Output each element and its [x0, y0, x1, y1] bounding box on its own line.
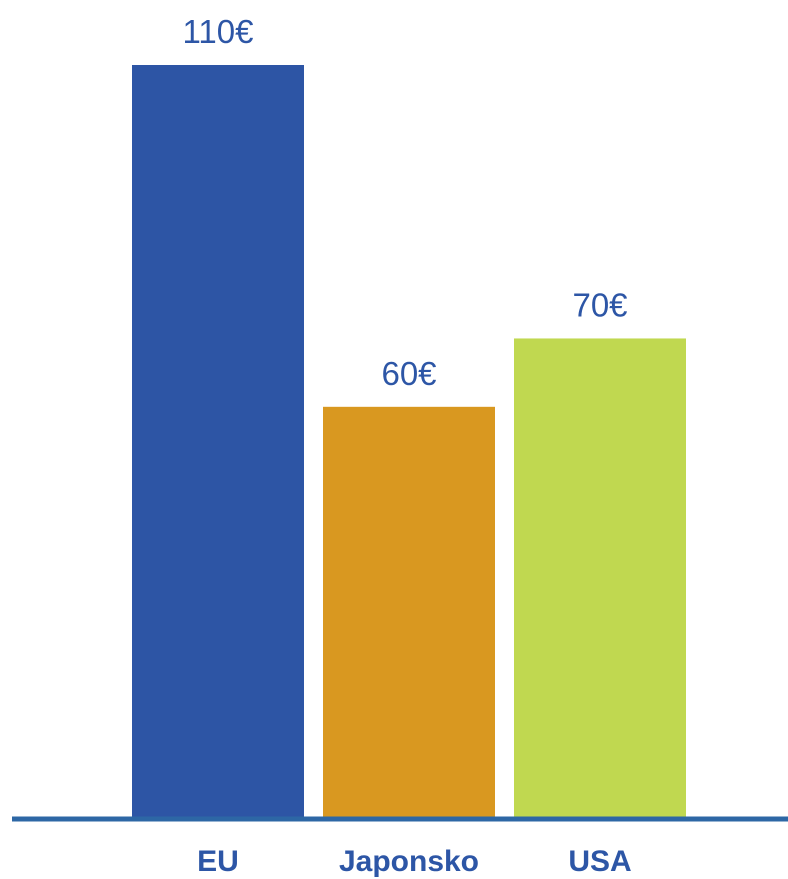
value-label-japonsko: 60€ — [381, 355, 436, 392]
category-labels-layer: EU Japonsko USA — [197, 845, 632, 878]
value-labels-layer: 110€ 60€ 70€ — [183, 13, 628, 392]
value-label-eu: 110€ — [183, 13, 254, 50]
category-label-eu: EU — [197, 845, 239, 878]
bar-eu — [132, 65, 304, 817]
bar-usa — [514, 338, 686, 817]
bars-layer — [132, 65, 686, 817]
bar-japonsko — [323, 406, 495, 817]
value-label-usa: 70€ — [572, 286, 627, 323]
category-label-japonsko: Japonsko — [339, 845, 479, 878]
category-label-usa: USA — [568, 845, 631, 878]
